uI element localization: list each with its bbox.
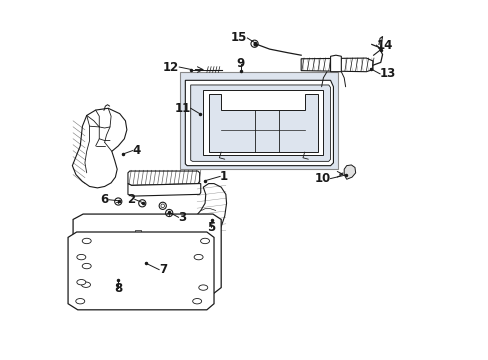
Text: 1: 1 (220, 170, 228, 183)
Text: 8: 8 (114, 282, 122, 295)
Polygon shape (72, 108, 126, 188)
Ellipse shape (76, 298, 84, 304)
Ellipse shape (194, 255, 203, 260)
Polygon shape (208, 94, 317, 152)
Text: 4: 4 (132, 144, 141, 157)
Ellipse shape (77, 279, 85, 285)
Ellipse shape (82, 264, 91, 269)
Polygon shape (203, 90, 323, 155)
Ellipse shape (200, 238, 209, 244)
Polygon shape (344, 165, 355, 179)
Polygon shape (128, 171, 199, 185)
Text: 9: 9 (236, 57, 244, 70)
Text: 2: 2 (126, 193, 135, 206)
Polygon shape (195, 184, 226, 238)
Ellipse shape (198, 285, 207, 290)
Polygon shape (73, 214, 221, 294)
Polygon shape (330, 55, 341, 72)
Text: 14: 14 (376, 39, 392, 52)
Polygon shape (190, 85, 330, 161)
Text: 10: 10 (314, 172, 330, 185)
Text: 13: 13 (379, 67, 395, 80)
Text: 11: 11 (174, 102, 190, 115)
Ellipse shape (81, 282, 90, 287)
Ellipse shape (82, 238, 91, 244)
Text: 12: 12 (163, 60, 179, 73)
Polygon shape (128, 184, 201, 196)
Bar (180, 72, 337, 169)
Ellipse shape (77, 255, 85, 260)
Text: 15: 15 (230, 31, 247, 45)
Ellipse shape (192, 298, 201, 304)
Polygon shape (68, 232, 214, 310)
Polygon shape (185, 80, 333, 166)
Text: 5: 5 (207, 221, 215, 234)
Text: 6: 6 (101, 193, 109, 206)
Text: 7: 7 (159, 263, 167, 276)
Text: 3: 3 (178, 211, 186, 224)
Polygon shape (301, 58, 372, 72)
